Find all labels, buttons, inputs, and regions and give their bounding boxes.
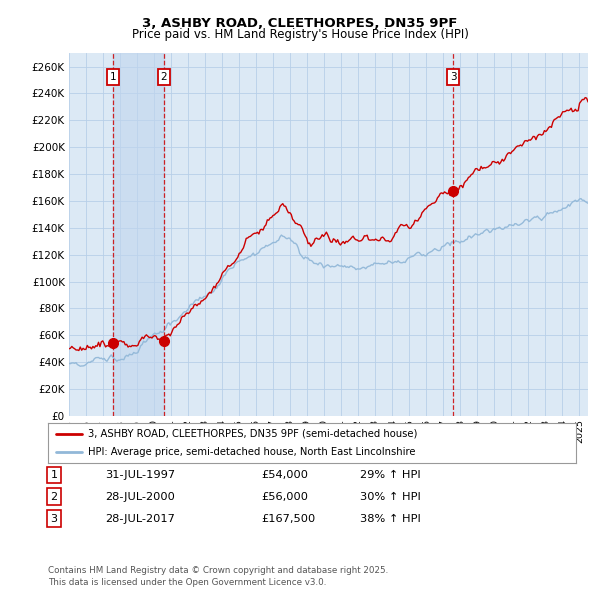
Text: Contains HM Land Registry data © Crown copyright and database right 2025.
This d: Contains HM Land Registry data © Crown c… (48, 566, 388, 587)
Text: HPI: Average price, semi-detached house, North East Lincolnshire: HPI: Average price, semi-detached house,… (88, 447, 415, 457)
Text: 1: 1 (50, 470, 58, 480)
Text: 2: 2 (50, 492, 58, 502)
Text: 3: 3 (450, 73, 457, 82)
Text: 38% ↑ HPI: 38% ↑ HPI (360, 514, 421, 523)
Text: £54,000: £54,000 (261, 470, 308, 480)
Text: £167,500: £167,500 (261, 514, 315, 523)
Bar (113, 53, 164, 416)
Text: 3, ASHBY ROAD, CLEETHORPES, DN35 9PF: 3, ASHBY ROAD, CLEETHORPES, DN35 9PF (142, 17, 458, 30)
Text: 28-JUL-2017: 28-JUL-2017 (105, 514, 175, 523)
Text: 3: 3 (50, 514, 58, 523)
Text: 3, ASHBY ROAD, CLEETHORPES, DN35 9PF (semi-detached house): 3, ASHBY ROAD, CLEETHORPES, DN35 9PF (se… (88, 429, 417, 439)
Text: 28-JUL-2000: 28-JUL-2000 (105, 492, 175, 502)
Text: £56,000: £56,000 (261, 492, 308, 502)
Text: 2: 2 (161, 73, 167, 82)
Text: 1: 1 (110, 73, 116, 82)
Text: 30% ↑ HPI: 30% ↑ HPI (360, 492, 421, 502)
Text: Price paid vs. HM Land Registry's House Price Index (HPI): Price paid vs. HM Land Registry's House … (131, 28, 469, 41)
Text: 31-JUL-1997: 31-JUL-1997 (105, 470, 175, 480)
Text: 29% ↑ HPI: 29% ↑ HPI (360, 470, 421, 480)
